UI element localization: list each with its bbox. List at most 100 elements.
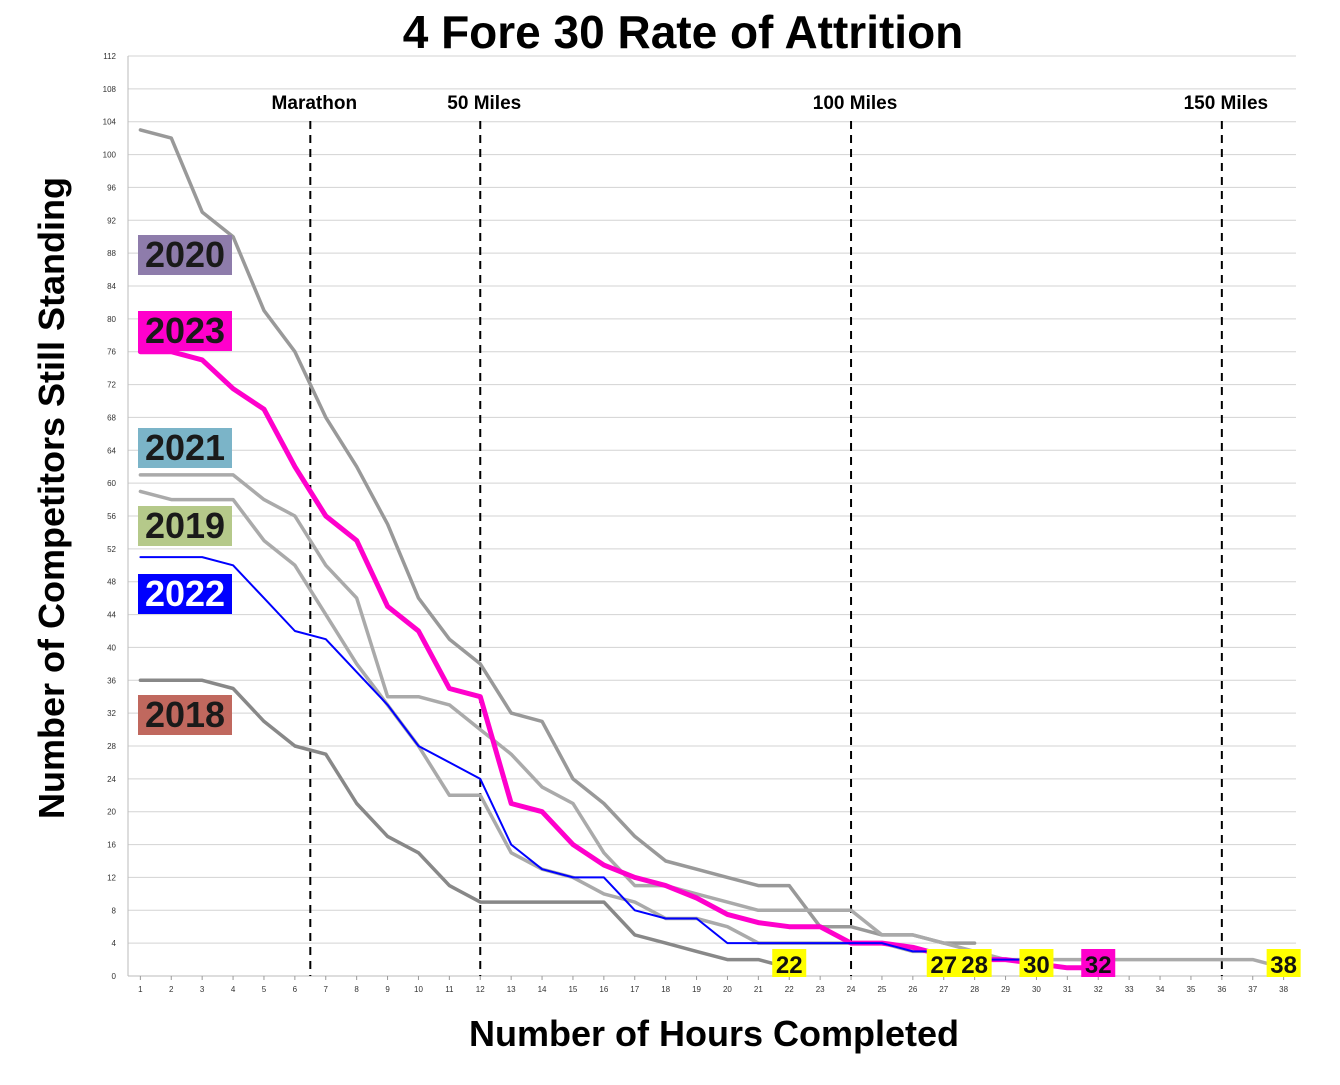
x-tick-label: 27: [939, 985, 948, 994]
x-tick-label: 34: [1156, 985, 1165, 994]
milestone-label: 50 Miles: [447, 93, 521, 114]
x-tick-label: 30: [1032, 985, 1041, 994]
legend-swatch-2020: [138, 235, 232, 275]
x-tick-label: 20: [723, 985, 732, 994]
y-tick-label: 48: [107, 578, 116, 587]
y-tick-label: 96: [107, 183, 116, 192]
milestone-label: Marathon: [272, 93, 358, 114]
y-tick-label: 24: [107, 775, 116, 784]
y-tick-label: 64: [107, 446, 116, 455]
x-tick-label: 9: [385, 985, 390, 994]
x-tick-label: 37: [1248, 985, 1257, 994]
y-tick-label: 108: [103, 85, 117, 94]
y-tick-label: 76: [107, 348, 116, 357]
x-tick-label: 1: [138, 985, 143, 994]
end-label-box: [926, 949, 961, 977]
y-tick-label: 12: [107, 873, 116, 882]
x-tick-label: 2: [169, 985, 174, 994]
x-tick-label: 25: [877, 985, 886, 994]
x-tick-label: 4: [231, 985, 236, 994]
x-tick-label: 23: [816, 985, 825, 994]
x-tick-label: 21: [754, 985, 763, 994]
x-tick-label: 33: [1125, 985, 1134, 994]
legend-label-2018: 2018: [145, 694, 225, 735]
x-tick-label: 17: [630, 985, 639, 994]
y-tick-label: 52: [107, 545, 116, 554]
end-label-box: [1019, 949, 1054, 977]
x-tick-label: 14: [538, 985, 547, 994]
y-axis-title: Number of Competitors Still Standing: [31, 177, 72, 819]
end-label: 38: [1270, 952, 1297, 979]
x-tick-label: 18: [661, 985, 670, 994]
y-tick-label: 104: [103, 118, 117, 127]
y-tick-label: 8: [112, 906, 117, 915]
y-tick-label: 100: [103, 151, 117, 160]
y-tick-label: 16: [107, 841, 116, 850]
y-tick-label: 0: [112, 972, 117, 981]
x-tick-label: 3: [200, 985, 205, 994]
milestone-label: 100 Miles: [813, 93, 898, 114]
series-line-2022: [139, 556, 1038, 961]
end-label: 30: [1023, 952, 1050, 979]
legend-label-2019: 2019: [145, 505, 225, 546]
y-tick-label: 40: [107, 643, 116, 652]
y-tick-label: 84: [107, 282, 116, 291]
x-tick-label: 32: [1094, 985, 1103, 994]
x-tick-label: 11: [445, 985, 454, 994]
x-tick-label: 19: [692, 985, 701, 994]
legend-label-2020: 2020: [145, 234, 225, 275]
y-tick-label: 56: [107, 512, 116, 521]
end-label-box: [1266, 949, 1301, 977]
end-label: 27: [930, 952, 957, 979]
end-label: 32: [1085, 952, 1112, 979]
y-tick-label: 44: [107, 611, 116, 620]
x-tick-label: 28: [970, 985, 979, 994]
end-label: 22: [776, 952, 803, 979]
x-tick-label: 6: [293, 985, 298, 994]
end-label: 28: [961, 952, 988, 979]
x-tick-label: 24: [847, 985, 856, 994]
y-tick-label: 36: [107, 676, 116, 685]
legend-label-2022: 2022: [145, 573, 225, 614]
legend-swatch-2019: [138, 506, 232, 546]
y-tick-label: 112: [103, 52, 116, 61]
y-tick-label: 4: [112, 939, 117, 948]
legend-label-2023: 2023: [145, 310, 225, 351]
x-tick-label: 31: [1063, 985, 1072, 994]
milestone-label: 150 Miles: [1184, 93, 1269, 114]
x-tick-label: 29: [1001, 985, 1010, 994]
y-tick-label: 68: [107, 413, 116, 422]
x-tick-label: 13: [507, 985, 516, 994]
end-label-box: [772, 949, 807, 977]
legend-swatch-2023: [138, 311, 232, 351]
end-label-box: [957, 949, 992, 977]
y-tick-label: 60: [107, 479, 116, 488]
legend-swatch-2021: [138, 428, 232, 468]
x-tick-label: 8: [354, 985, 359, 994]
series-line-2020: [138, 128, 977, 945]
x-tick-label: 35: [1186, 985, 1195, 994]
y-tick-label: 80: [107, 315, 116, 324]
y-tick-label: 28: [107, 742, 116, 751]
y-tick-label: 72: [107, 381, 116, 390]
chart-title: 4 Fore 30 Rate of Attrition: [403, 6, 964, 58]
y-tick-label: 20: [107, 808, 116, 817]
series-line-2018: [138, 678, 791, 970]
y-tick-label: 92: [107, 216, 116, 225]
x-tick-label: 7: [324, 985, 329, 994]
legend-label-2021: 2021: [145, 427, 225, 468]
y-tick-label: 32: [107, 709, 116, 718]
x-tick-label: 5: [262, 985, 267, 994]
legend-swatch-2022: [138, 574, 232, 614]
x-tick-label: 26: [908, 985, 917, 994]
x-tick-label: 12: [476, 985, 485, 994]
legend-swatch-2018: [138, 695, 232, 735]
x-tick-label: 16: [599, 985, 608, 994]
x-axis-title: Number of Hours Completed: [469, 1013, 959, 1054]
x-tick-label: 15: [568, 985, 577, 994]
x-tick-label: 22: [785, 985, 794, 994]
series-line-2023: [137, 349, 1101, 971]
y-tick-label: 88: [107, 249, 116, 258]
